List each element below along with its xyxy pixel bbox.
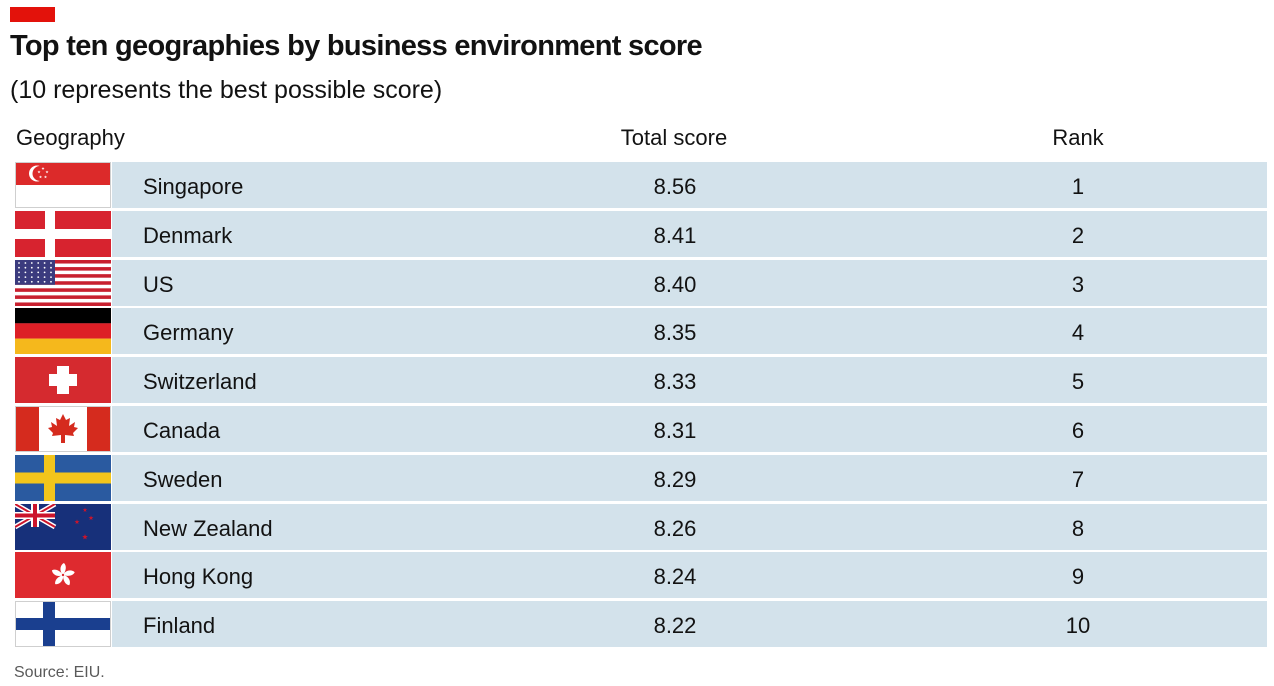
geography-label: Canada (143, 417, 221, 443)
source-note: Source: EIU. (14, 664, 105, 681)
row-background (112, 601, 1267, 648)
total-score-value: 8.22 (653, 613, 697, 639)
canada-flag-icon (15, 405, 111, 452)
table-row: Hong Kong 8.24 9 (13, 552, 1267, 599)
column-header-geography: Geography (16, 125, 125, 150)
total-score-value: 8.26 (653, 515, 697, 541)
rank-value: 10 (1065, 613, 1091, 639)
denmark-flag-icon (15, 210, 111, 257)
finland-flag-icon (15, 601, 111, 648)
total-score-value: 8.31 (653, 417, 697, 443)
table-row: US 8.40 3 (13, 259, 1267, 306)
table-body: Singapore 8.56 1 Denmark 8.41 2 US 8.40 3 Germany… (13, 162, 1267, 650)
rank-value: 8 (1071, 515, 1085, 541)
rank-value: 1 (1071, 174, 1085, 199)
rank-value: 4 (1071, 320, 1085, 346)
row-background (112, 259, 1267, 306)
total-score-value: 8.56 (653, 174, 697, 199)
geography-label: US (143, 271, 174, 297)
geography-label: Hong Kong (143, 564, 254, 590)
row-background (112, 454, 1267, 501)
rank-value: 5 (1071, 369, 1085, 395)
row-background (112, 503, 1267, 550)
rank-value: 2 (1071, 222, 1085, 248)
rank-value: 3 (1071, 271, 1085, 297)
table-row: Denmark 8.41 2 (13, 210, 1267, 257)
table-row: Canada 8.31 6 (13, 405, 1267, 452)
geography-label: Sweden (143, 466, 223, 492)
rank-value: 6 (1071, 417, 1085, 443)
geography-label: Denmark (143, 222, 233, 248)
table-row: Sweden 8.29 7 (13, 454, 1267, 501)
table-row: New Zealand 8.26 8 (13, 503, 1267, 550)
singapore-flag-icon (15, 162, 111, 208)
table-row: Germany 8.35 4 (13, 308, 1267, 355)
switzerland-flag-icon (15, 357, 111, 404)
row-background (112, 357, 1267, 404)
rank-value: 9 (1071, 564, 1085, 590)
table-row: Singapore 8.56 1 (13, 162, 1267, 208)
geography-label: New Zealand (143, 515, 273, 541)
column-header-rank: Rank (1052, 125, 1104, 150)
total-score-value: 8.40 (653, 271, 697, 297)
chart-title: Top ten geographies by business environm… (10, 30, 703, 62)
table-row: Finland 8.22 10 (13, 601, 1267, 648)
geography-label: Switzerland (143, 369, 257, 395)
row-background (112, 308, 1267, 355)
sweden-flag-icon (15, 454, 111, 501)
row-background (112, 405, 1267, 452)
germany-flag-icon (15, 308, 111, 355)
total-score-value: 8.41 (653, 222, 697, 248)
new-zealand-flag-icon (15, 503, 111, 550)
rank-value: 7 (1071, 466, 1085, 492)
total-score-value: 8.35 (653, 320, 697, 346)
geography-label: Germany (143, 320, 234, 346)
geography-label: Singapore (143, 174, 244, 199)
chart-subtitle: (10 represents the best possible score) (10, 76, 443, 104)
hong-kong-flag-icon (15, 552, 111, 599)
accent-bar (10, 7, 55, 22)
row-background (112, 210, 1267, 257)
row-background (112, 552, 1267, 599)
column-header-total-score: Total score (620, 125, 728, 150)
total-score-value: 8.29 (653, 466, 697, 492)
us-flag-icon (15, 259, 111, 306)
total-score-value: 8.24 (653, 564, 697, 590)
geography-label: Finland (143, 613, 216, 639)
table-row: Switzerland 8.33 5 (13, 357, 1267, 404)
total-score-value: 8.33 (653, 369, 697, 395)
row-background (112, 162, 1267, 208)
